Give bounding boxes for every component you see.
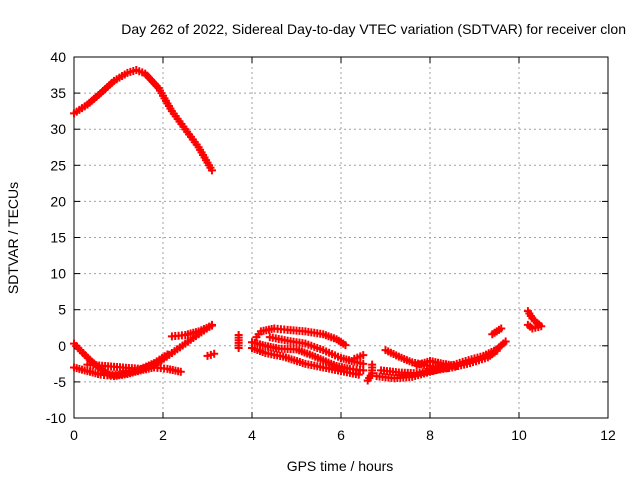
y-tick-labels: -10 -5 0 5 10 15 20 25 30 35 40 [46,49,66,426]
series-arc-i [248,343,363,379]
x-tick-label: 8 [426,427,434,443]
data-point [501,337,510,346]
data-point [368,360,377,369]
series-arc-l [363,360,377,385]
data-point [207,166,216,175]
data-point [176,367,185,376]
data-points [70,65,546,385]
data-point [210,349,219,358]
y-tick-label: 20 [50,193,66,209]
series-arc-r [523,307,546,333]
x-tick-label: 4 [248,427,256,443]
y-tick-label: -10 [46,410,66,426]
data-point [341,341,350,350]
y-tick-label: -5 [54,374,67,390]
plot-frame [73,56,609,419]
series-arc-j [265,333,368,368]
series-arc-g [252,324,350,350]
data-point [354,370,363,379]
x-tick-label: 2 [159,427,167,443]
y-tick-label: 10 [50,266,66,282]
series-arc-p [412,356,461,371]
data-point [359,359,368,368]
data-point [492,346,501,355]
x-tick-label: 6 [337,427,345,443]
y-tick-label: 25 [50,157,66,173]
series-arc-c [83,350,172,373]
axes [73,56,609,419]
data-point [163,350,172,359]
series-arc-d [167,321,216,341]
series-arc-m [372,337,510,383]
series-arc-f [234,330,243,352]
x-tick-label: 0 [70,427,78,443]
grid-lines [74,57,608,418]
y-tick-label: 40 [50,49,66,65]
y-axis-label: SDTVAR / TECUs [5,182,21,294]
chart-title: Day 262 of 2022, Sidereal Day-to-day VTE… [121,21,626,37]
series-arc-k [350,351,368,363]
series-arc-q [488,324,506,339]
y-tick-label: 15 [50,230,66,246]
data-point [359,351,368,360]
x-tick-label: 12 [600,427,616,443]
y-tick-label: 35 [50,85,66,101]
data-point [523,320,532,329]
data-point [207,321,216,330]
y-tick-label: 5 [58,302,66,318]
x-tick-labels: 0 2 4 6 8 10 12 [70,427,616,443]
data-point [497,324,506,333]
x-axis-label: GPS time / hours [287,458,394,474]
series-arc-e [203,349,219,360]
x-tick-label: 10 [511,427,527,443]
y-tick-label: 30 [50,121,66,137]
data-point [452,362,461,371]
data-point [234,343,243,352]
series-arc-high [70,65,216,175]
y-tick-label: 0 [58,338,66,354]
